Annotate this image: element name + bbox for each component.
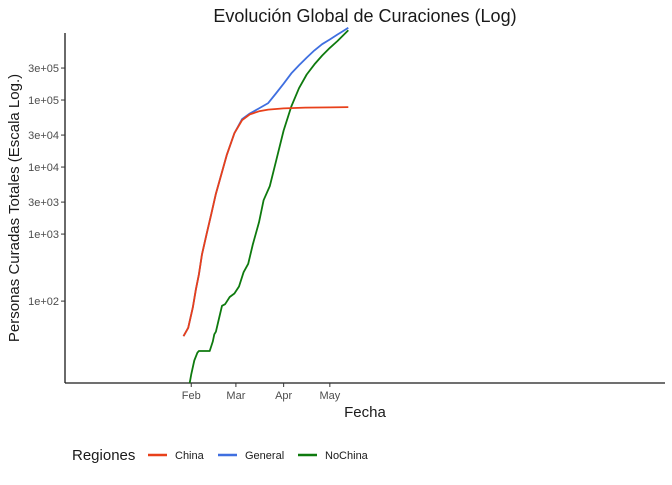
y-tick-label: 1e+05 (28, 95, 59, 107)
series-line-nochina (188, 29, 349, 384)
legend-title: Regiones (72, 447, 135, 464)
legend-label-nochina: NoChina (325, 450, 369, 462)
x-axis-label: Fecha (344, 404, 386, 421)
legend-label-china: China (175, 450, 205, 462)
chart-title: Evolución Global de Curaciones (Log) (213, 6, 516, 26)
y-ticks: 1e+02 1e+03 3e+03 1e+04 3e+04 1e+05 3e+05 (28, 63, 65, 308)
x-tick-label: May (319, 390, 340, 402)
y-tick-label: 3e+03 (28, 197, 59, 209)
y-tick-label: 3e+05 (28, 63, 59, 75)
y-axis-label: Personas Curadas Totales (Escala Log.) (6, 74, 23, 342)
series-line-general (182, 26, 349, 337)
y-tick-label: 3e+04 (28, 130, 59, 142)
x-tick-label: Mar (226, 390, 245, 402)
series-line-china (182, 106, 349, 337)
legend: Regiones China General NoChina (72, 447, 369, 464)
x-tick-label: Feb (182, 390, 201, 402)
y-tick-label: 1e+03 (28, 229, 59, 241)
y-tick-label: 1e+04 (28, 162, 59, 174)
x-tick-label: Apr (275, 390, 292, 402)
legend-label-general: General (245, 450, 284, 462)
y-tick-label: 1e+02 (28, 296, 59, 308)
x-ticks: Feb Mar Apr May (182, 383, 341, 402)
series-lines (182, 26, 349, 384)
